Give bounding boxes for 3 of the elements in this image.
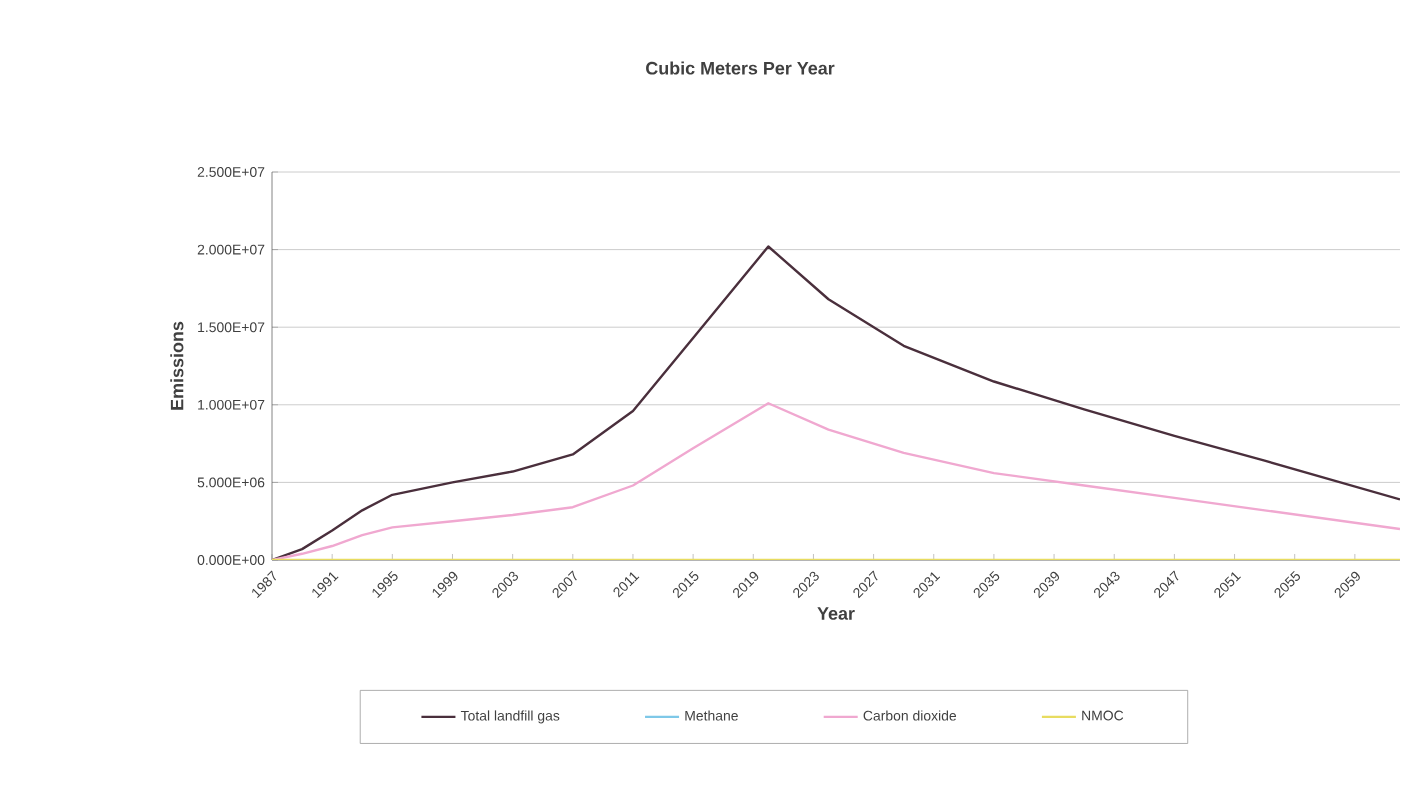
y-axis-title: Emissions <box>170 321 184 410</box>
chart-title: Cubic Meters Per Year <box>646 61 835 75</box>
x-axis-title: Year <box>817 607 855 620</box>
